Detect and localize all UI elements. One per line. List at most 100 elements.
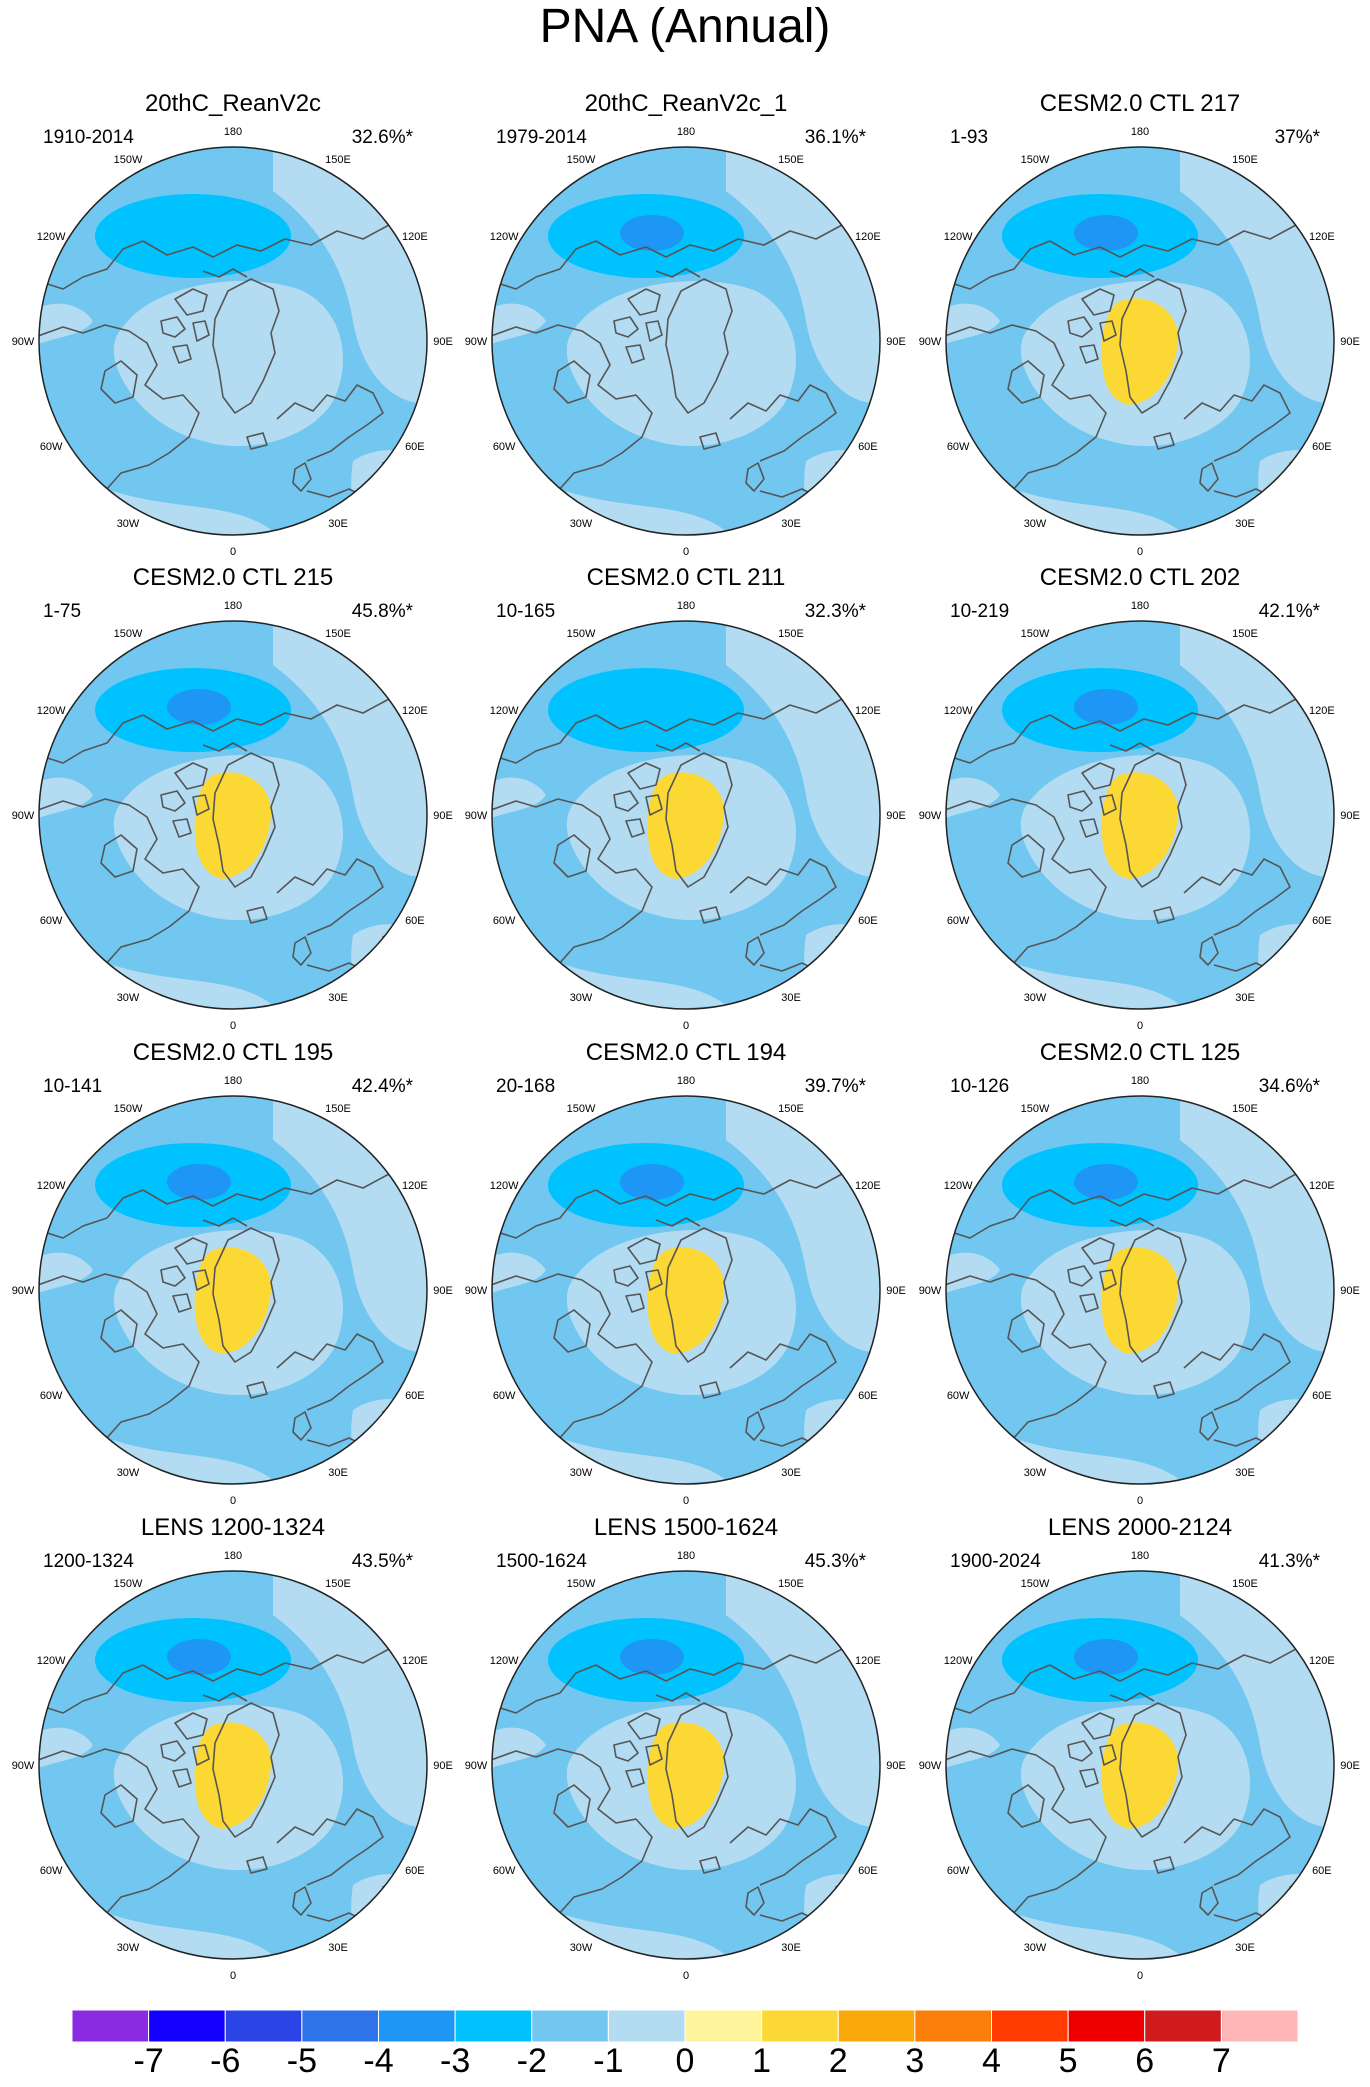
colorbar-swatch xyxy=(761,2009,839,2043)
positive-region xyxy=(1258,450,1334,535)
panel-title: CESM2.0 CTL 211 xyxy=(587,564,786,591)
panel-title: LENS 1200-1324 xyxy=(141,1514,325,1541)
panel-variance: 34.6%* xyxy=(1259,1076,1321,1097)
longitude-label: 90W xyxy=(465,336,488,348)
longitude-label: 0 xyxy=(1137,1495,1143,1507)
longitude-label: 60E xyxy=(858,441,878,453)
negative-core xyxy=(1074,215,1138,251)
longitude-label: 60E xyxy=(1312,1865,1332,1877)
map-border xyxy=(38,1095,428,1485)
longitude-label: 90E xyxy=(433,1760,453,1772)
positive-core xyxy=(194,1247,272,1354)
longitude-label: 120W xyxy=(490,1180,519,1192)
map-panel: 20thC_ReanV2c 1910-2014 32.6%* 180 150E 120E 9… xyxy=(12,90,453,558)
panel-variance: 45.8%* xyxy=(352,601,414,622)
longitude-label: 120W xyxy=(37,1655,66,1667)
longitude-label: 30E xyxy=(781,1467,801,1479)
map-border xyxy=(491,620,881,1010)
longitude-label: 60E xyxy=(858,1390,878,1402)
map-border xyxy=(945,1570,1335,1960)
longitude-label: 180 xyxy=(1131,126,1149,138)
longitude-label: 0 xyxy=(230,1970,236,1982)
longitude-label: 150W xyxy=(567,628,596,640)
colorbar-swatch xyxy=(148,2009,226,2043)
map-border xyxy=(945,1095,1335,1485)
positive-core xyxy=(647,1722,725,1829)
longitude-label: 120W xyxy=(490,705,519,717)
panel-period: 1900-2024 xyxy=(950,1551,1041,1572)
positive-region xyxy=(39,303,93,346)
longitude-label: 90W xyxy=(12,336,35,348)
longitude-label: 150W xyxy=(114,1103,143,1115)
longitude-label: 120W xyxy=(37,231,66,243)
longitude-label: 30W xyxy=(117,1942,140,1954)
colorbar-swatch xyxy=(914,2009,992,2043)
positive-region xyxy=(946,303,1000,346)
colorbar-swatch xyxy=(607,2009,686,2043)
longitude-label: 90E xyxy=(1340,1760,1360,1772)
panel-period: 10-165 xyxy=(496,601,555,622)
positive-core xyxy=(647,772,725,879)
longitude-label: 150E xyxy=(1232,1578,1258,1590)
longitude-label: 150E xyxy=(1232,628,1258,640)
longitude-label: 0 xyxy=(230,546,236,558)
positive-core xyxy=(1101,1722,1179,1829)
longitude-label: 0 xyxy=(683,1970,689,1982)
map-field xyxy=(492,147,880,535)
panel-period: 1500-1624 xyxy=(496,1551,587,1572)
colorbar-tick-label: -2 xyxy=(517,2042,547,2080)
longitude-label: 60E xyxy=(1312,1390,1332,1402)
longitude-label: 90W xyxy=(465,1285,488,1297)
longitude-label: 30E xyxy=(1235,1467,1255,1479)
map-field xyxy=(492,1096,880,1484)
colorbar-swatch xyxy=(1220,2009,1299,2043)
longitude-label: 60E xyxy=(858,1865,878,1877)
map-panel: LENS 2000-2124 1900-2024 41.3%* 180 150E 120E… xyxy=(919,1514,1360,1982)
positive-region xyxy=(1258,1399,1334,1484)
panel-variance: 32.3%* xyxy=(805,601,867,622)
longitude-label: 90E xyxy=(433,810,453,822)
map-panel: CESM2.0 CTL 125 10-126 34.6%* 180 150E 120E 90… xyxy=(919,1039,1360,1507)
map-field xyxy=(39,1096,427,1484)
map-field xyxy=(946,621,1334,1009)
longitude-label: 60W xyxy=(40,915,63,927)
longitude-label: 90E xyxy=(433,1285,453,1297)
longitude-label: 90W xyxy=(919,810,942,822)
longitude-label: 150W xyxy=(114,1578,143,1590)
map-field xyxy=(492,621,880,1009)
positive-region xyxy=(946,777,1000,820)
negative-core xyxy=(1074,1639,1138,1675)
positive-region xyxy=(492,303,546,346)
longitude-label: 90W xyxy=(919,336,942,348)
longitude-label: 30W xyxy=(117,1467,140,1479)
longitude-label: 150W xyxy=(567,154,596,166)
panel-title: LENS 1500-1624 xyxy=(594,1514,778,1541)
longitude-label: 0 xyxy=(1137,1020,1143,1032)
map-field xyxy=(946,147,1334,535)
longitude-label: 150E xyxy=(1232,1103,1258,1115)
map-panel: 20thC_ReanV2c_1 1979-2014 36.1%* 180 150E 120… xyxy=(465,90,906,558)
longitude-label: 30E xyxy=(1235,1942,1255,1954)
map-panel: CESM2.0 CTL 202 10-219 42.1%* 180 150E 120E 90… xyxy=(919,564,1360,1032)
longitude-label: 150W xyxy=(1021,154,1050,166)
positive-core xyxy=(1101,1247,1179,1354)
longitude-label: 90E xyxy=(886,1760,906,1772)
longitude-label: 180 xyxy=(224,126,242,138)
map-border xyxy=(945,620,1335,1010)
negative-core xyxy=(1074,1164,1138,1200)
panel-period: 10-126 xyxy=(950,1076,1009,1097)
longitude-label: 150E xyxy=(325,1578,351,1590)
positive-region xyxy=(351,1399,427,1484)
map-border xyxy=(38,1570,428,1960)
longitude-label: 90E xyxy=(433,336,453,348)
longitude-label: 120E xyxy=(855,1180,881,1192)
longitude-label: 0 xyxy=(1137,546,1143,558)
longitude-label: 120E xyxy=(402,705,428,717)
longitude-label: 0 xyxy=(230,1495,236,1507)
figure-title: PNA (Annual) xyxy=(540,0,831,53)
map-border xyxy=(491,146,881,536)
panel-variance: 43.5%* xyxy=(352,1551,414,1572)
longitude-label: 30W xyxy=(1024,1942,1047,1954)
panel-variance: 39.7%* xyxy=(805,1076,867,1097)
